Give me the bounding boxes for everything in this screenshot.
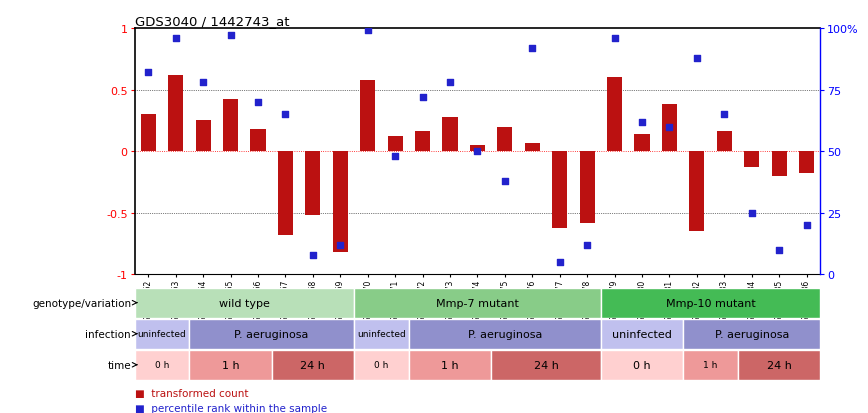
Text: uninfected: uninfected bbox=[138, 330, 187, 338]
Bar bbox=[354, 350, 409, 380]
Bar bbox=[717, 132, 732, 152]
Text: uninfected: uninfected bbox=[612, 329, 672, 339]
Bar bbox=[580, 152, 595, 223]
Text: infection: infection bbox=[85, 329, 131, 339]
Text: 1 h: 1 h bbox=[703, 361, 718, 369]
Text: GDS3040 / 1442743_at: GDS3040 / 1442743_at bbox=[135, 15, 289, 28]
Bar bbox=[388, 137, 403, 152]
Bar bbox=[135, 319, 189, 349]
Bar bbox=[772, 152, 786, 176]
Bar bbox=[683, 319, 820, 349]
Bar bbox=[354, 319, 409, 349]
Text: 1 h: 1 h bbox=[221, 360, 240, 370]
Bar bbox=[409, 350, 491, 380]
Bar bbox=[601, 288, 820, 318]
Bar bbox=[689, 152, 704, 232]
Text: Mmp-10 mutant: Mmp-10 mutant bbox=[666, 298, 755, 308]
Text: 24 h: 24 h bbox=[766, 360, 792, 370]
Bar bbox=[744, 152, 760, 168]
Bar bbox=[443, 117, 457, 152]
Bar bbox=[354, 288, 601, 318]
Text: P. aeruginosa: P. aeruginosa bbox=[468, 329, 542, 339]
Bar bbox=[409, 319, 601, 349]
Point bbox=[580, 242, 594, 249]
Bar bbox=[497, 127, 512, 152]
Bar bbox=[332, 152, 348, 252]
Bar bbox=[799, 152, 814, 174]
Point bbox=[525, 45, 539, 52]
Text: 0 h: 0 h bbox=[155, 361, 169, 369]
Point bbox=[224, 33, 238, 40]
Bar bbox=[607, 78, 622, 152]
Bar bbox=[306, 152, 320, 216]
Point bbox=[416, 95, 430, 101]
Point bbox=[498, 178, 512, 185]
Point bbox=[608, 36, 621, 42]
Bar bbox=[135, 288, 354, 318]
Bar bbox=[195, 121, 211, 152]
Bar bbox=[470, 146, 485, 152]
Point bbox=[279, 112, 293, 118]
Bar bbox=[662, 105, 677, 152]
Bar bbox=[491, 350, 601, 380]
Point bbox=[168, 36, 182, 42]
Text: 24 h: 24 h bbox=[534, 360, 558, 370]
Point bbox=[773, 247, 786, 253]
Point bbox=[745, 210, 759, 216]
Bar bbox=[168, 76, 183, 152]
Point bbox=[717, 112, 731, 118]
Bar bbox=[141, 115, 155, 152]
Text: 1 h: 1 h bbox=[441, 360, 459, 370]
Bar bbox=[251, 130, 266, 152]
Bar bbox=[272, 350, 354, 380]
Text: 24 h: 24 h bbox=[300, 360, 326, 370]
Bar bbox=[223, 100, 238, 152]
Point bbox=[388, 153, 402, 160]
Text: P. aeruginosa: P. aeruginosa bbox=[234, 329, 309, 339]
Bar bbox=[601, 350, 683, 380]
Bar bbox=[189, 319, 354, 349]
Point bbox=[306, 252, 319, 258]
Bar bbox=[278, 152, 293, 235]
Bar bbox=[189, 350, 272, 380]
Text: ■  percentile rank within the sample: ■ percentile rank within the sample bbox=[135, 403, 326, 413]
Point bbox=[690, 55, 704, 62]
Point bbox=[361, 28, 375, 35]
Bar bbox=[135, 350, 189, 380]
Text: uninfected: uninfected bbox=[357, 330, 405, 338]
Text: genotype/variation: genotype/variation bbox=[32, 298, 131, 308]
Point bbox=[635, 119, 649, 126]
Point bbox=[553, 259, 567, 266]
Text: ■  transformed count: ■ transformed count bbox=[135, 388, 248, 398]
Text: time: time bbox=[108, 360, 131, 370]
Point bbox=[662, 124, 676, 131]
Bar bbox=[415, 132, 430, 152]
Bar bbox=[683, 350, 738, 380]
Point bbox=[141, 70, 155, 76]
Bar bbox=[525, 143, 540, 152]
Text: 0 h: 0 h bbox=[633, 360, 651, 370]
Point bbox=[333, 242, 347, 249]
Point bbox=[251, 100, 265, 106]
Point bbox=[799, 222, 813, 229]
Bar bbox=[601, 319, 683, 349]
Text: Mmp-7 mutant: Mmp-7 mutant bbox=[436, 298, 519, 308]
Text: wild type: wild type bbox=[219, 298, 270, 308]
Point bbox=[470, 149, 484, 155]
Text: P. aeruginosa: P. aeruginosa bbox=[714, 329, 789, 339]
Bar bbox=[552, 152, 567, 228]
Bar bbox=[635, 135, 649, 152]
Bar bbox=[738, 350, 820, 380]
Text: 0 h: 0 h bbox=[374, 361, 389, 369]
Point bbox=[196, 80, 210, 86]
Bar bbox=[360, 81, 375, 152]
Point bbox=[443, 80, 457, 86]
